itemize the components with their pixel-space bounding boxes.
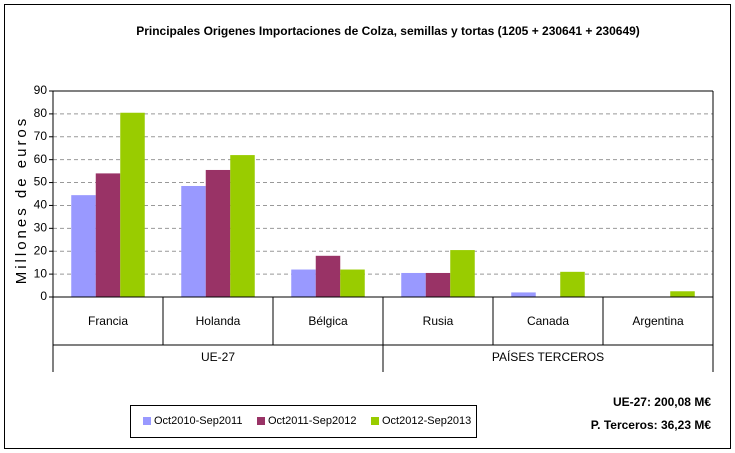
y-tick-label: 40: [34, 198, 48, 212]
y-tick-label: 50: [34, 175, 48, 189]
bar: [425, 272, 451, 297]
legend: [130, 405, 477, 438]
bar: [95, 173, 121, 297]
y-tick-label: 80: [34, 106, 48, 120]
x-tick-label: Argentina: [632, 314, 684, 328]
bar: [340, 269, 365, 297]
legend-swatch: [257, 417, 265, 425]
legend-swatch: [371, 417, 379, 425]
y-tick-label: 60: [34, 152, 48, 166]
bar: [230, 155, 255, 297]
legend-label: Oct2012-Sep2013: [382, 415, 471, 427]
bar: [291, 269, 316, 297]
group-label: UE-27: [201, 350, 235, 364]
x-tick-label: Holanda: [196, 314, 241, 328]
bar: [401, 272, 426, 297]
x-tick-label: Francia: [88, 314, 128, 328]
y-tick-label: 10: [34, 266, 48, 280]
annotation: P. Terceros: 36,23 M€: [591, 418, 712, 432]
legend-label: Oct2011-Sep2012: [268, 415, 356, 427]
bar: [120, 112, 145, 297]
x-tick-label: Canada: [527, 314, 569, 328]
bar: [205, 169, 231, 297]
x-tick-label: Rusia: [423, 314, 454, 328]
bar: [71, 195, 96, 297]
y-tick-label: 70: [34, 129, 48, 143]
bar: [511, 292, 536, 297]
y-tick-label: 0: [40, 289, 47, 303]
bar: [181, 185, 206, 297]
legend-label: Oct2010-Sep2011: [154, 415, 242, 427]
bar: [450, 250, 475, 297]
y-tick-label: 30: [34, 221, 48, 235]
bar: [315, 255, 341, 297]
annotation: UE-27: 200,08 M€: [613, 395, 711, 409]
y-tick-label: 90: [34, 83, 48, 97]
legend-swatch: [143, 417, 151, 425]
x-tick-label: Bélgica: [308, 314, 348, 328]
bar: [670, 291, 695, 297]
chart-title: Principales Origenes Importaciones de Co…: [136, 24, 640, 38]
group-label: PAÍSES TERCEROS: [492, 349, 604, 364]
y-axis-label: Millones de euros: [13, 116, 30, 285]
y-tick-label: 20: [34, 243, 48, 257]
bar: [560, 271, 585, 297]
